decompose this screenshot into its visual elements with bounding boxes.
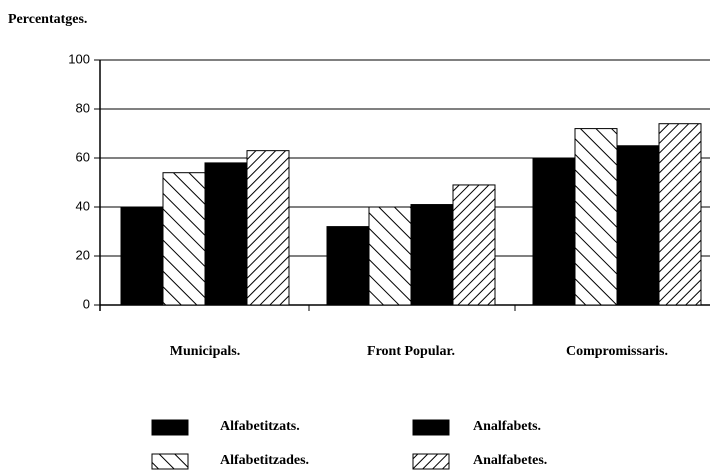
y-tick-label: 80	[76, 100, 90, 115]
chart-title: Percentatges.	[8, 12, 87, 27]
bar	[204, 162, 248, 306]
y-tick-label: 100	[68, 51, 90, 66]
bar	[452, 184, 496, 306]
bar	[120, 206, 164, 306]
legend-swatch	[151, 419, 189, 436]
legend-swatch	[412, 419, 450, 436]
bar	[246, 150, 290, 306]
bar	[162, 172, 206, 306]
y-tick-label: 20	[76, 247, 90, 262]
y-tick-label: 40	[76, 198, 90, 213]
bar	[326, 226, 370, 306]
bar	[368, 206, 412, 306]
bar	[616, 145, 660, 306]
bar	[532, 157, 576, 306]
y-tick-label: 60	[76, 149, 90, 164]
legend-label: Analfabets.	[473, 419, 541, 434]
legend-label: Alfabetitzades.	[220, 453, 309, 468]
x-tick-label: Front Popular.	[367, 344, 455, 359]
y-tick-label: 0	[83, 296, 90, 311]
bar	[410, 204, 454, 306]
legend-label: Analfabetes.	[473, 453, 547, 468]
x-tick-label: Municipals.	[170, 344, 240, 359]
legend-swatch	[151, 453, 189, 470]
bar	[658, 123, 702, 306]
legend-swatch	[412, 453, 450, 470]
bar	[574, 128, 618, 306]
legend-label: Alfabetitzats.	[220, 419, 300, 434]
x-tick-label: Compromissaris.	[566, 344, 668, 359]
